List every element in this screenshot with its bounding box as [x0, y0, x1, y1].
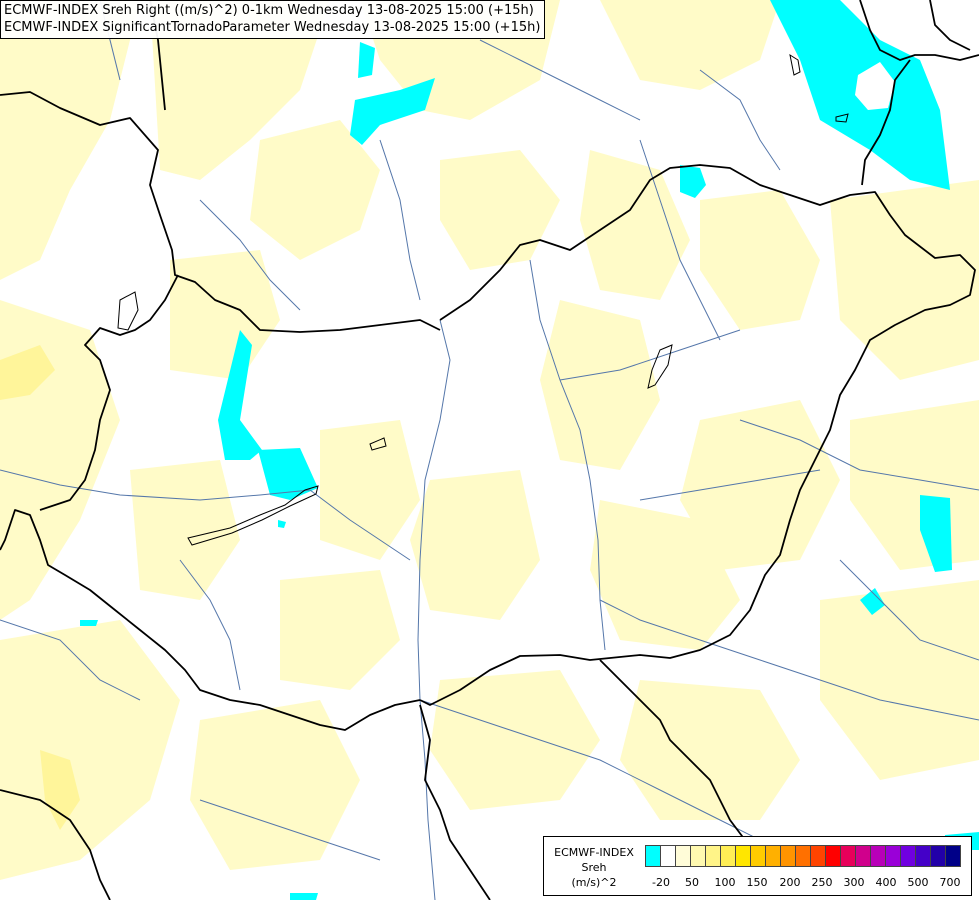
- legend-swatch: [945, 845, 961, 867]
- legend-swatch: [795, 845, 811, 867]
- legend-tick-label: 200: [779, 876, 801, 889]
- map-title-box: ECMWF-INDEX Sreh Right ((m/s)^2) 0-1km W…: [0, 0, 546, 39]
- legend-tick-label: 400: [875, 876, 897, 889]
- legend-unit: (m/s)^2: [571, 876, 617, 889]
- legend-variable: Sreh: [581, 861, 607, 874]
- sreh-white-hole: [855, 62, 895, 110]
- title-sreh: ECMWF-INDEX Sreh Right ((m/s)^2) 0-1km W…: [4, 3, 534, 18]
- legend-swatch: [750, 845, 766, 867]
- legend-tick-label: -20: [652, 876, 670, 889]
- legend-swatch: [855, 845, 871, 867]
- sreh-yellow-layer: [0, 0, 979, 880]
- legend-swatch: [810, 845, 826, 867]
- sreh-yellow-dark-layer: [0, 345, 80, 830]
- legend-swatch: [780, 845, 796, 867]
- legend-swatch: [720, 845, 736, 867]
- legend-swatch: [675, 845, 691, 867]
- legend-swatches: [645, 845, 961, 867]
- legend-tick-label: 300: [843, 876, 865, 889]
- legend-swatch: [840, 845, 856, 867]
- legend-tick-label: 100: [714, 876, 736, 889]
- legend-swatch: [825, 845, 841, 867]
- lake-outlines: [117, 53, 849, 546]
- legend-swatch: [765, 845, 781, 867]
- legend-swatch: [870, 845, 886, 867]
- title-stp: ECMWF-INDEX SignificantTornadoParameter …: [4, 20, 541, 35]
- legend-tick-label: 50: [685, 876, 699, 889]
- legend-swatch: [885, 845, 901, 867]
- legend-swatch: [900, 845, 916, 867]
- color-legend: ECMWF-INDEX Sreh (m/s)^2 -20 50 100 150 200 2…: [543, 836, 972, 896]
- legend-swatch: [660, 845, 676, 867]
- legend-swatch: [705, 845, 721, 867]
- legend-tick-label: 150: [746, 876, 768, 889]
- legend-swatch: [690, 845, 706, 867]
- legend-tick-label: 250: [811, 876, 833, 889]
- legend-product: ECMWF-INDEX: [554, 846, 634, 859]
- legend-swatch: [915, 845, 931, 867]
- legend-swatch: [930, 845, 946, 867]
- legend-swatch: [735, 845, 751, 867]
- legend-tick-label: 500: [907, 876, 929, 889]
- legend-tick-label: 700: [939, 876, 961, 889]
- legend-swatch: [645, 845, 661, 867]
